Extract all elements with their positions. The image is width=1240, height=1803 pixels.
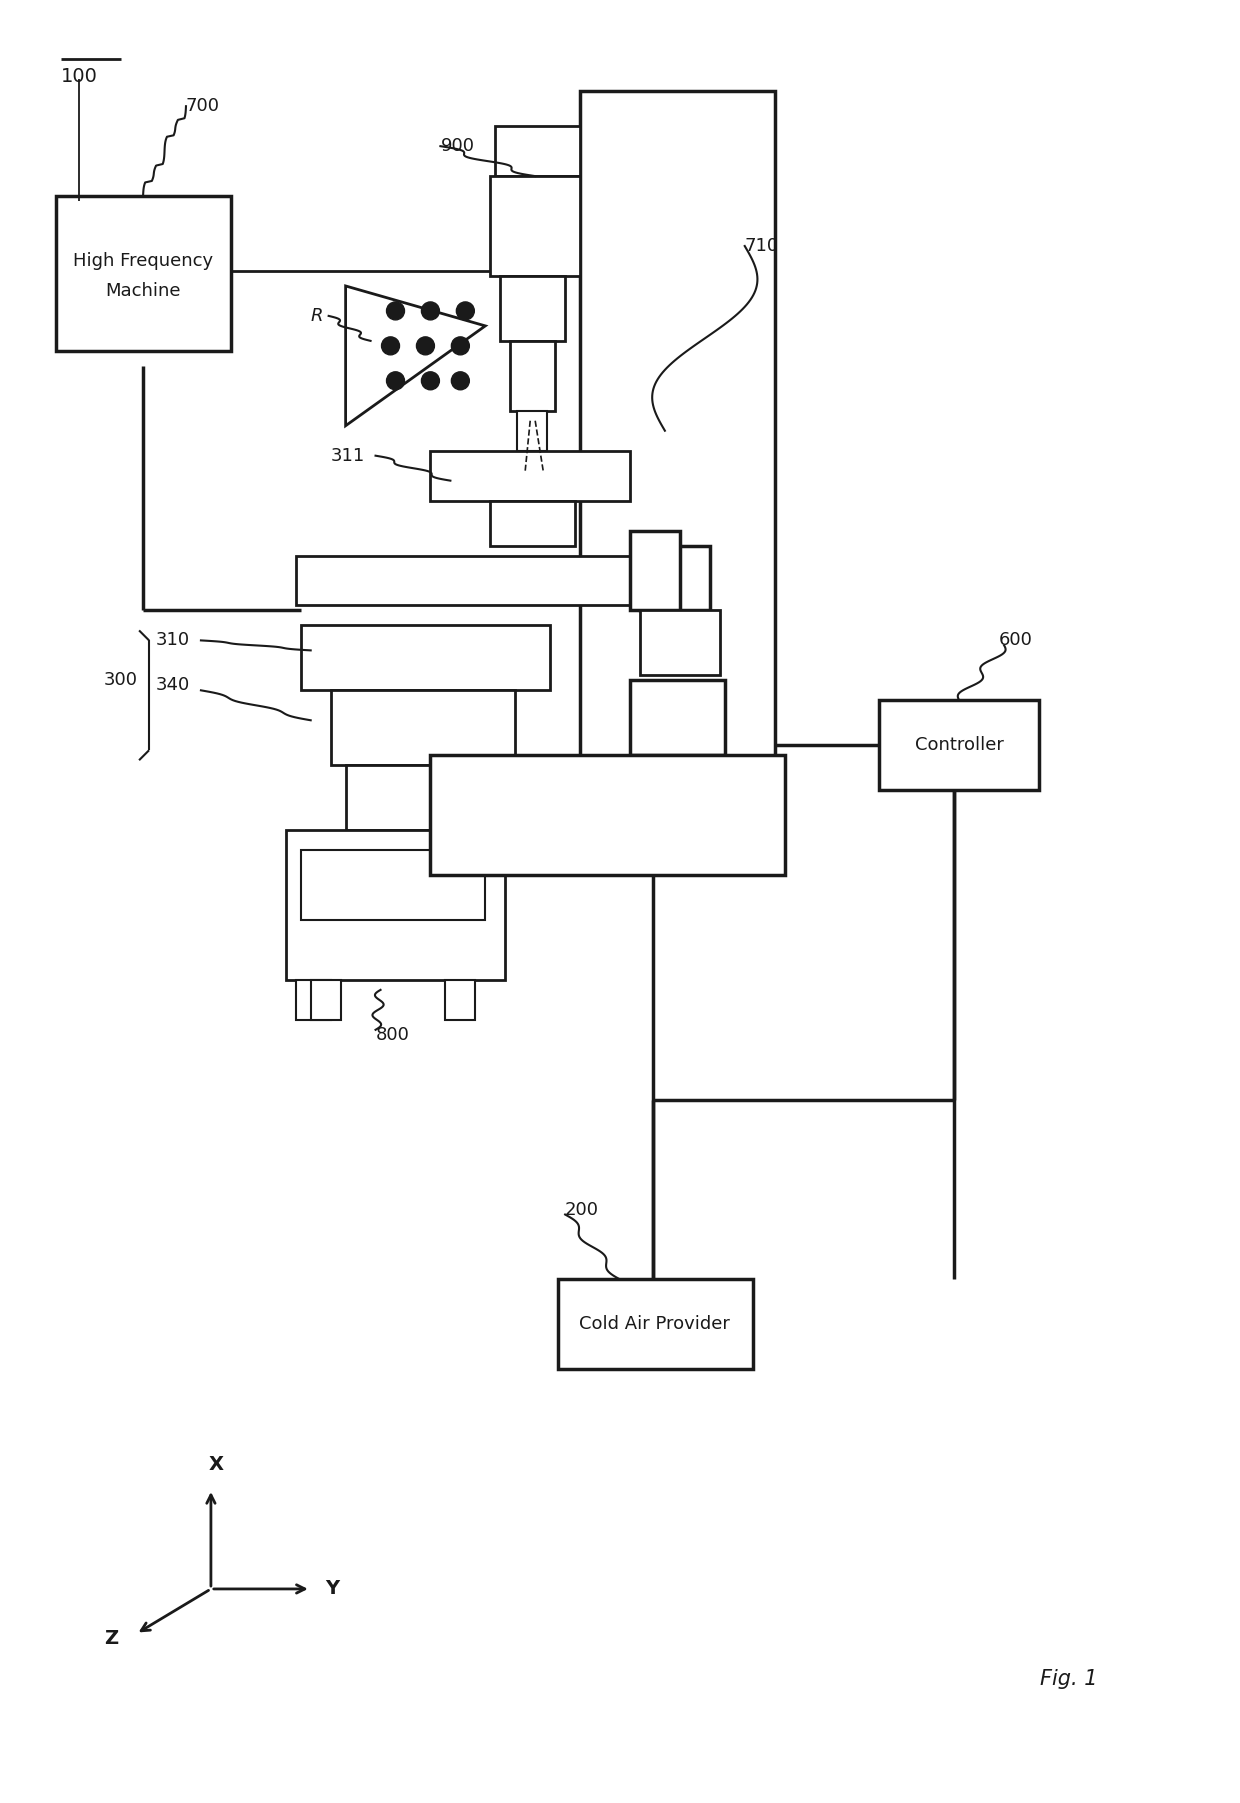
Text: 100: 100: [61, 67, 98, 87]
Circle shape: [387, 371, 404, 389]
Bar: [500, 276, 565, 341]
Bar: [517, 411, 547, 451]
Bar: [445, 979, 475, 1020]
Bar: [490, 501, 575, 546]
Text: 311: 311: [331, 447, 365, 465]
Text: 300: 300: [104, 671, 138, 689]
Polygon shape: [346, 287, 485, 426]
Text: Cold Air Provider: Cold Air Provider: [579, 1316, 730, 1334]
Bar: [346, 764, 500, 829]
Text: 340: 340: [156, 676, 190, 694]
Bar: [285, 829, 505, 979]
Text: R: R: [311, 307, 324, 325]
Bar: [295, 555, 635, 606]
Bar: [879, 700, 1039, 790]
Text: 900: 900: [440, 137, 475, 155]
Text: 200: 200: [565, 1201, 599, 1219]
Bar: [430, 451, 630, 501]
Circle shape: [387, 301, 404, 319]
Text: Y: Y: [326, 1579, 340, 1599]
Bar: [295, 979, 331, 1020]
Bar: [331, 691, 516, 764]
Text: 600: 600: [999, 631, 1033, 649]
Circle shape: [422, 301, 439, 319]
Bar: [640, 611, 719, 676]
Bar: [301, 849, 485, 920]
Text: Z: Z: [104, 1630, 118, 1648]
Text: X: X: [208, 1455, 223, 1475]
Text: High Frequency: High Frequency: [73, 252, 213, 270]
Circle shape: [456, 301, 475, 319]
Circle shape: [417, 337, 434, 355]
Bar: [630, 680, 724, 755]
Bar: [490, 177, 580, 276]
Bar: [311, 979, 341, 1020]
Bar: [580, 92, 775, 871]
Text: 710: 710: [745, 236, 779, 254]
Circle shape: [451, 337, 469, 355]
Bar: [640, 546, 709, 611]
Circle shape: [382, 337, 399, 355]
Bar: [558, 1280, 753, 1368]
Bar: [301, 626, 551, 691]
Text: 700: 700: [186, 97, 219, 115]
Text: Controller: Controller: [915, 736, 1003, 754]
Circle shape: [422, 371, 439, 389]
Bar: [430, 755, 785, 874]
Bar: [495, 126, 580, 177]
Text: Fig. 1: Fig. 1: [1040, 1670, 1097, 1689]
Circle shape: [451, 371, 469, 389]
Bar: [56, 197, 231, 352]
Text: Machine: Machine: [105, 281, 181, 299]
Bar: [630, 530, 680, 611]
Text: 310: 310: [156, 631, 190, 649]
Bar: [510, 341, 556, 411]
Text: 800: 800: [376, 1026, 409, 1044]
